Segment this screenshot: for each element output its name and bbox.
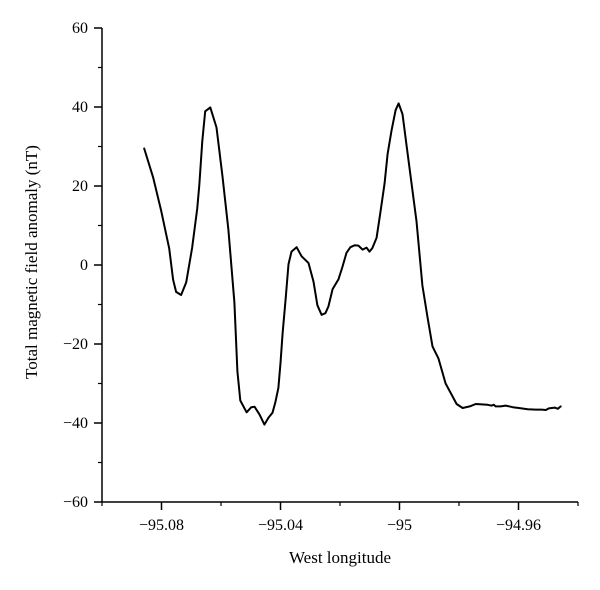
y-ticks: −60 −40 −20 0 20 40 60 <box>63 20 102 511</box>
y-tick-label: 60 <box>72 20 88 37</box>
y-tick-label: 20 <box>72 178 88 195</box>
y-tick-label: −60 <box>63 494 88 511</box>
x-tick-label: −94.96 <box>496 517 541 534</box>
y-tick-label: 0 <box>80 257 88 274</box>
x-tick-label: −95.04 <box>258 517 303 534</box>
y-tick-label: −20 <box>63 336 88 353</box>
x-tick-label: −95.08 <box>139 517 184 534</box>
y-axis-label: Total magnetic field anomaly (nT) <box>22 145 41 379</box>
x-tick-label: −95 <box>387 517 412 534</box>
anomaly-series-line <box>143 102 562 426</box>
axes: −60 −40 −20 0 20 40 60 −95.08 −95.04 −95 −94.96 <box>63 20 579 534</box>
x-axis-label: West longitude <box>289 548 391 567</box>
y-tick-label: 40 <box>72 99 88 116</box>
y-tick-label: −40 <box>63 415 88 432</box>
x-ticks: −95.08 −95.04 −95 −94.96 <box>101 502 579 534</box>
